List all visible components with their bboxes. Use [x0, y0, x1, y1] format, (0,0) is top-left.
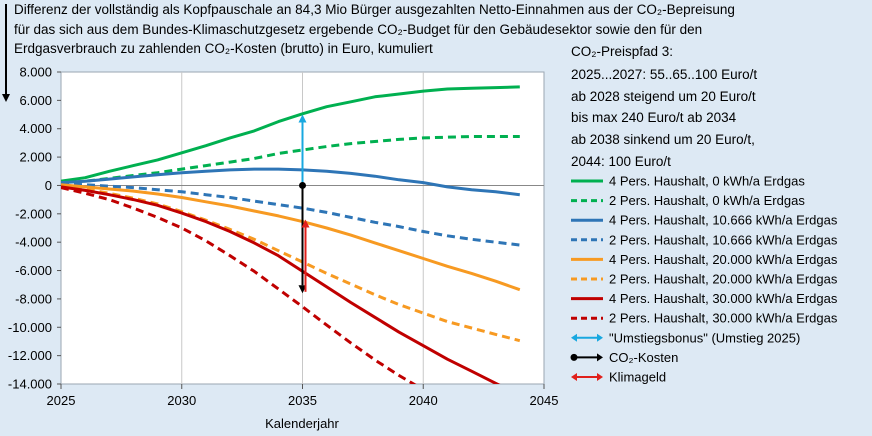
- series-line-7: [61, 185, 501, 384]
- note-line-2: 2025...2027: 55..65..100 Euro/t: [571, 67, 757, 82]
- y-tick-label: -6.000: [15, 263, 52, 278]
- legend-arrow-tail: [571, 333, 577, 342]
- legend-arrow-head: [597, 333, 603, 342]
- x-tick-label: 2045: [530, 393, 559, 408]
- legend-label: CO₂-Kosten: [609, 350, 678, 365]
- x-tick-label: 2025: [47, 393, 76, 408]
- series-line-3: [61, 167, 520, 197]
- annotation-arrow-3-head: [301, 219, 310, 228]
- legend-label: Klimageld: [609, 370, 666, 385]
- x-tick-label: 2035: [288, 393, 317, 408]
- title-line-2: für das sich aus dem Bundes-Klimaschutzg…: [14, 22, 702, 37]
- legend-label: 2 Pers. Haushalt, 0 kWh/a Erdgas: [609, 193, 805, 208]
- legend-arrow-head: [597, 353, 603, 362]
- legend-arrow-head: [597, 373, 603, 381]
- price-path-note: CO₂-Preispfad 3: 2025...2027: 55..65..10…: [571, 44, 757, 169]
- y-tick-label: 2.000: [19, 150, 52, 165]
- legend-label: 2 Pers. Haushalt, 20.000 kWh/a Erdgas: [609, 272, 838, 287]
- chart-title: Differenz der vollständig als Kopfpausch…: [14, 2, 735, 56]
- legend-label: 4 Pers. Haushalt, 0 kWh/a Erdgas: [609, 174, 805, 189]
- y-tick-label: -10.000: [8, 320, 52, 335]
- legend-dot: [570, 353, 578, 361]
- note-line-6: 2044: 100 Euro/t: [571, 154, 671, 169]
- note-line-5: ab 2038 sinkend um 20 Euro/t,: [571, 132, 755, 147]
- legend-label: "Umstiegsbonus" (Umstieg 2025): [609, 330, 800, 345]
- note-line-3: ab 2028 steigend um 20 Euro/t: [571, 89, 756, 104]
- legend-label: 2 Pers. Haushalt, 30.000 kWh/a Erdgas: [609, 311, 838, 326]
- note-line-1: CO₂-Preispfad 3:: [571, 44, 673, 59]
- title-line-1: Differenz der vollständig als Kopfpausch…: [14, 2, 735, 17]
- y-tick-label: -8.000: [15, 291, 52, 306]
- note-line-4: bis max 240 Euro/t ab 2034: [571, 110, 737, 125]
- y-tick-label: 0: [45, 178, 52, 193]
- x-tick-label: 2040: [409, 393, 438, 408]
- series-group: [61, 85, 521, 384]
- title-line-3: Erdgasverbrauch zu zahlenden CO₂-Kosten …: [14, 41, 433, 56]
- annotation-dot: [299, 181, 306, 189]
- y-tick-label: -12.000: [8, 348, 52, 363]
- legend-label: 2 Pers. Haushalt, 10.666 kWh/a Erdgas: [609, 232, 838, 247]
- series-line-1: [61, 85, 520, 183]
- y-tick-label: -2.000: [15, 206, 52, 221]
- legend: 4 Pers. Haushalt, 0 kWh/a Erdgas 2 Pers. …: [570, 174, 838, 385]
- series-line-6: [61, 184, 521, 343]
- x-tick-label: 2030: [167, 393, 196, 408]
- y-tick-label: -4.000: [15, 235, 52, 250]
- y-tick-label: 8.000: [19, 65, 52, 80]
- series-line-5: [61, 183, 521, 292]
- annotations: [298, 114, 310, 294]
- series-line-8: [61, 186, 417, 384]
- y-axis: 8.000 6.000 4.000 2.000 0 -2.000 -4.000 -6.000 -…: [8, 65, 61, 392]
- legend-label: 4 Pers. Haushalt, 10.666 kWh/a Erdgas: [609, 213, 838, 228]
- title-down-arrow-icon: [2, 4, 10, 102]
- y-tick-label: 4.000: [19, 121, 52, 136]
- y-tick-label: -14.000: [8, 377, 52, 392]
- legend-label: 4 Pers. Haushalt, 20.000 kWh/a Erdgas: [609, 252, 838, 267]
- y-tick-label: 6.000: [19, 93, 52, 108]
- x-axis-label: Kalenderjahr: [265, 416, 339, 431]
- x-axis: 2025 2030 2035 2040 2045: [47, 384, 559, 408]
- annotation-arrow-1-head: [298, 114, 307, 123]
- legend-label: 4 Pers. Haushalt, 30.000 kWh/a Erdgas: [609, 291, 838, 306]
- legend-arrow-tail: [571, 373, 577, 381]
